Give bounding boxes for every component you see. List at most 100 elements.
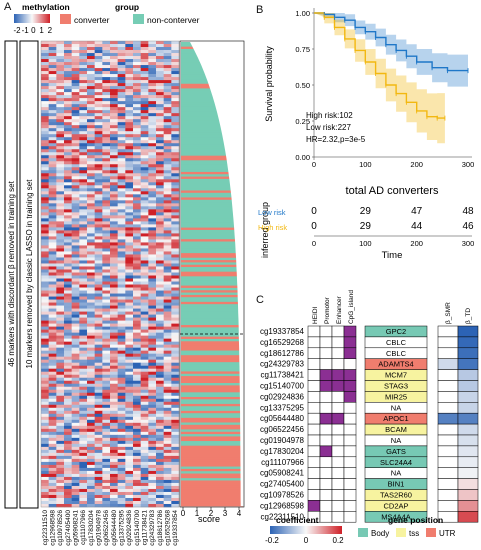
coefficient-colorbar bbox=[270, 526, 342, 534]
c-gene-label: GATS bbox=[386, 447, 406, 456]
c-td-cell bbox=[457, 511, 479, 523]
c-gene-label: BIN1 bbox=[388, 480, 405, 489]
c-smr-cell bbox=[437, 456, 459, 468]
c-smr-cell bbox=[437, 478, 459, 490]
table-xtick: 200 bbox=[410, 239, 423, 248]
c-cpg-label: cg11738421 bbox=[261, 371, 305, 380]
low-risk-curve bbox=[314, 12, 468, 72]
c-annotation-cell bbox=[343, 325, 357, 338]
c-td-cell bbox=[457, 325, 479, 338]
c-annotation-cell bbox=[343, 434, 357, 447]
c-td-cell bbox=[457, 445, 479, 458]
c-annotation-cell bbox=[307, 412, 321, 425]
risk-table-cell: 46 bbox=[462, 221, 474, 232]
c-td-cell bbox=[457, 423, 479, 436]
c-cpg-label: cg22311510 bbox=[261, 512, 305, 521]
survival-ytick: 0.50 bbox=[295, 81, 310, 90]
marker-label: cg13375295 bbox=[119, 510, 126, 546]
c-cpg-label: cg06522456 bbox=[260, 425, 305, 434]
c-cpg-label: cg10978526 bbox=[260, 491, 305, 500]
c-col-header: HEIDI bbox=[312, 306, 319, 324]
score-tick: 1 bbox=[195, 509, 200, 518]
c-td-cell bbox=[457, 434, 479, 447]
low-risk-ci-band bbox=[314, 13, 468, 89]
c-annotation-cell bbox=[319, 511, 333, 523]
c-gene-label: SLC24A4 bbox=[380, 458, 412, 467]
panel-a: methylation -2 -1 0 1 2 group converter non-… bbox=[4, 2, 245, 546]
risk-table-cell: 0 bbox=[311, 221, 317, 232]
marker-label: cg05908241 bbox=[73, 510, 80, 546]
c-annotation-cell bbox=[307, 489, 321, 501]
c-smr-cell bbox=[437, 380, 459, 392]
c-smr-cell bbox=[437, 423, 459, 436]
methylation-heatmap bbox=[41, 41, 180, 508]
table-xtick: 0 bbox=[312, 239, 316, 248]
c-annotation-cell bbox=[319, 402, 333, 414]
outer-marker-label: 46 markers with discordant β removed in … bbox=[7, 180, 16, 366]
gene-position-legend-title: gene position bbox=[388, 515, 443, 525]
c-annotation-cell bbox=[331, 325, 345, 338]
c-gene-label: NA bbox=[391, 436, 401, 445]
score-tick: 3 bbox=[223, 509, 228, 518]
high-risk-row-label: High risk bbox=[258, 223, 287, 232]
c-smr-cell bbox=[437, 412, 459, 425]
risk-table-ylabel: inferred group bbox=[260, 202, 270, 258]
outer-marker-box bbox=[4, 40, 18, 509]
panel-a-label: A bbox=[4, 1, 12, 13]
c-smr-cell bbox=[437, 434, 459, 447]
c-annotation-cell bbox=[307, 336, 321, 349]
c-annotation-cell bbox=[331, 402, 345, 414]
c-annotation-cell bbox=[307, 369, 321, 381]
c-annotation-cell bbox=[319, 336, 333, 349]
risk-table-cell: 0 bbox=[311, 206, 317, 217]
survival-xtick: 100 bbox=[359, 160, 372, 169]
c-annotation-cell bbox=[343, 412, 357, 425]
marker-label: cg24329783 bbox=[149, 510, 156, 546]
marker-label: cg10978526 bbox=[57, 510, 64, 546]
marker-label: cg02924836 bbox=[126, 510, 133, 546]
c-td-cell bbox=[457, 467, 479, 479]
c-annotation-cell bbox=[319, 391, 333, 403]
risk-table-cell: 48 bbox=[462, 206, 474, 217]
c-annotation-cell bbox=[343, 347, 357, 359]
marker-label: cg05644480 bbox=[111, 510, 118, 546]
c-annotation-cell bbox=[331, 489, 345, 501]
c-annotation-cell bbox=[343, 336, 357, 349]
survival-xtick: 200 bbox=[410, 160, 423, 169]
c-annotation-cell bbox=[331, 336, 345, 349]
c-annotation-cell bbox=[319, 489, 333, 501]
c-smr-cell bbox=[437, 369, 459, 381]
survival-ylabel: Survival probability bbox=[264, 46, 274, 122]
c-cpg-label: cg15140700 bbox=[260, 382, 305, 391]
c-gene-label: MS4A4A bbox=[381, 512, 411, 521]
c-col-header: Enhancer bbox=[336, 295, 343, 324]
c-smr-cell bbox=[437, 336, 459, 349]
methylation-tick: -2 bbox=[13, 26, 21, 35]
c-gene-label: ADAMTS4 bbox=[378, 360, 413, 369]
c-annotation-cell bbox=[343, 402, 357, 414]
converter-label: converter bbox=[74, 15, 110, 25]
marker-label: cg22311510 bbox=[42, 510, 49, 546]
coef-tick-low: -0.2 bbox=[265, 536, 279, 545]
c-annotation-cell bbox=[307, 402, 321, 414]
c-gene-label: NA bbox=[391, 469, 401, 478]
c-smr-cell bbox=[437, 358, 459, 370]
risk-annotation-2: Low risk:227 bbox=[306, 123, 351, 132]
high-risk-ci-band bbox=[314, 13, 445, 145]
c-annotation-cell bbox=[343, 489, 357, 501]
c-annotation-cell bbox=[331, 511, 345, 523]
c-annotation-cell bbox=[307, 478, 321, 490]
c-annotation-cell bbox=[331, 412, 345, 425]
c-annotation-cell bbox=[319, 456, 333, 468]
low-risk-row-label: Low risk bbox=[258, 208, 286, 217]
c-annotation-cell bbox=[319, 434, 333, 447]
c-smr-cell bbox=[437, 500, 459, 512]
c-td-cell bbox=[457, 402, 479, 414]
c-annotation-cell bbox=[319, 358, 333, 370]
c-td-cell bbox=[457, 369, 479, 381]
c-cpg-label: cg02924836 bbox=[260, 392, 305, 401]
c-annotation-cell bbox=[307, 325, 321, 338]
c-annotation-cell bbox=[319, 380, 333, 392]
c-cpg-label: cg17830204 bbox=[260, 447, 305, 456]
c-td-cell bbox=[457, 380, 479, 392]
